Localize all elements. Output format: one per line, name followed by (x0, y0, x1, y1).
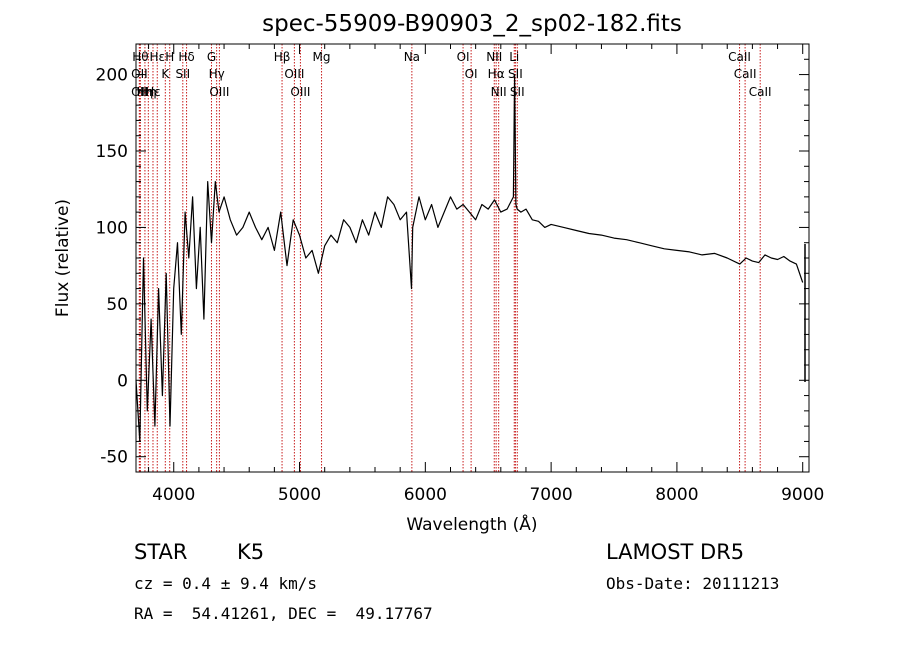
line-marker-label: NII (491, 85, 507, 99)
line-marker-label: NII (486, 50, 502, 64)
line-marker-label: Hβ (274, 50, 291, 64)
line-marker-label: OII (131, 85, 148, 99)
line-marker-label: Li (509, 50, 519, 64)
line-marker-label: Hδ (178, 50, 194, 64)
line-marker-label: Hα (488, 67, 505, 81)
y-tick-label: -50 (100, 448, 128, 468)
x-axis-ticks: 4000 5000 6000 7000 8000 9000 (148, 44, 824, 505)
emission-line-markers (138, 44, 761, 472)
x-tick-label: 8000 (655, 485, 698, 505)
x-tick-label: 5000 (278, 485, 321, 505)
redshift-value: cz = 0.4 ± 9.4 km/s (134, 574, 318, 593)
line-marker-label: SII (510, 85, 525, 99)
chart-title: spec-55909-B90903_2_sp02-182.fits (262, 11, 682, 37)
y-tick-label: 50 (106, 295, 128, 315)
line-marker-label: Na (404, 50, 420, 64)
x-tick-label: 6000 (404, 485, 447, 505)
spectrum-line (135, 73, 804, 442)
coordinates: RA = 54.41261, DEC = 49.17767 (134, 604, 433, 623)
line-marker-label: OIII (209, 85, 229, 99)
object-class: STAR (134, 540, 188, 564)
x-tick-label: 4000 (152, 485, 195, 505)
observation-date: Obs-Date: 20111213 (606, 574, 780, 593)
y-axis-ticks: -50 0 50 100 150 200 (96, 43, 809, 473)
y-tick-label: 100 (96, 218, 128, 238)
line-marker-label: Hη (140, 85, 157, 99)
x-tick-label: 7000 (529, 485, 572, 505)
y-tick-label: 200 (96, 66, 128, 86)
line-marker-label: OII (131, 67, 148, 81)
line-marker-label: SII (175, 67, 190, 81)
line-marker-label: CaII (749, 85, 772, 99)
line-marker-label: K (161, 67, 170, 81)
line-marker-label: SII (508, 67, 523, 81)
line-marker-label: H (165, 50, 174, 64)
line-marker-label: OIII (290, 85, 310, 99)
object-subclass: K5 (237, 540, 265, 564)
survey-name: LAMOST DR5 (606, 540, 745, 564)
line-marker-label: CaII (728, 50, 751, 64)
line-marker-label: OI (465, 67, 478, 81)
x-axis-label: Wavelength (Å) (406, 513, 537, 535)
line-marker-label: OI (457, 50, 470, 64)
line-marker-label: Hγ (209, 67, 225, 81)
y-tick-label: 0 (117, 371, 128, 391)
line-marker-label: G (207, 50, 216, 64)
line-marker-label: Mg (313, 50, 331, 64)
line-marker-label: OIII (284, 67, 304, 81)
line-marker-label: Hθ (132, 50, 148, 64)
y-tick-label: 150 (96, 142, 128, 162)
y-axis-label: Flux (relative) (53, 199, 73, 317)
line-marker-label: Hε (150, 50, 166, 64)
plot-frame (135, 43, 810, 473)
line-marker-label: CaII (734, 67, 757, 81)
line-marker-label: Hη (137, 85, 154, 99)
x-tick-label: 9000 (781, 485, 824, 505)
line-marker-label: Hε (145, 85, 161, 99)
